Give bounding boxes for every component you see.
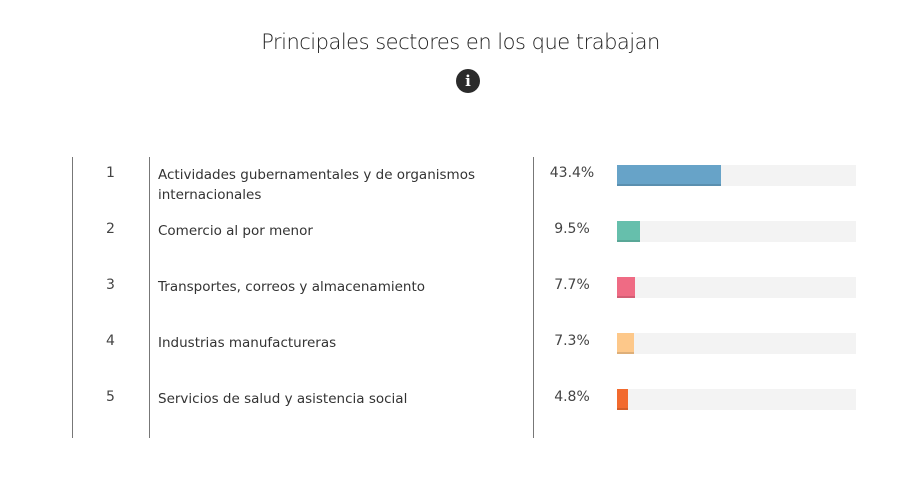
percent-label: 4.8% [554,389,590,405]
percent-label: 7.7% [554,277,590,293]
rank-number: 4 [106,333,115,349]
bar [617,221,640,242]
sector-label: Transportes, correos y almacenamiento [158,279,426,295]
bar-track [617,221,856,242]
rank-number: 5 [106,389,115,405]
info-icon[interactable]: i [456,69,480,93]
divider [149,157,150,438]
bar [617,277,636,298]
percent-label: 43.4% [549,165,595,181]
chart-title: Principales sectores en los que trabajan [261,30,660,54]
divider [533,157,534,438]
rank-number: 2 [106,221,115,237]
bar [617,165,721,186]
sector-row: 4 Industrias manufactureras 7.3% [72,325,872,381]
sector-row: 1 Actividades gubernamentales y de organ… [72,157,872,213]
sector-label: Industrias manufactureras [158,335,337,351]
rank-number: 3 [106,277,115,293]
sector-row: 5 Servicios de salud y asistencia social… [72,381,872,437]
sector-label: Actividades gubernamentales y de organis… [158,167,475,203]
bar-track [617,389,856,410]
bar [617,389,629,410]
sector-row: 3 Transportes, correos y almacenamiento … [72,269,872,325]
bar [617,333,635,354]
bar-track [617,277,856,298]
divider [72,157,73,438]
sector-label: Comercio al por menor [158,223,313,239]
percent-label: 9.5% [554,221,590,237]
sector-label: Servicios de salud y asistencia social [158,391,408,407]
rank-number: 1 [106,165,115,181]
sector-row: 2 Comercio al por menor 9.5% [72,213,872,269]
bar-track [617,165,856,186]
bar-track [617,333,856,354]
percent-label: 7.3% [554,333,590,349]
